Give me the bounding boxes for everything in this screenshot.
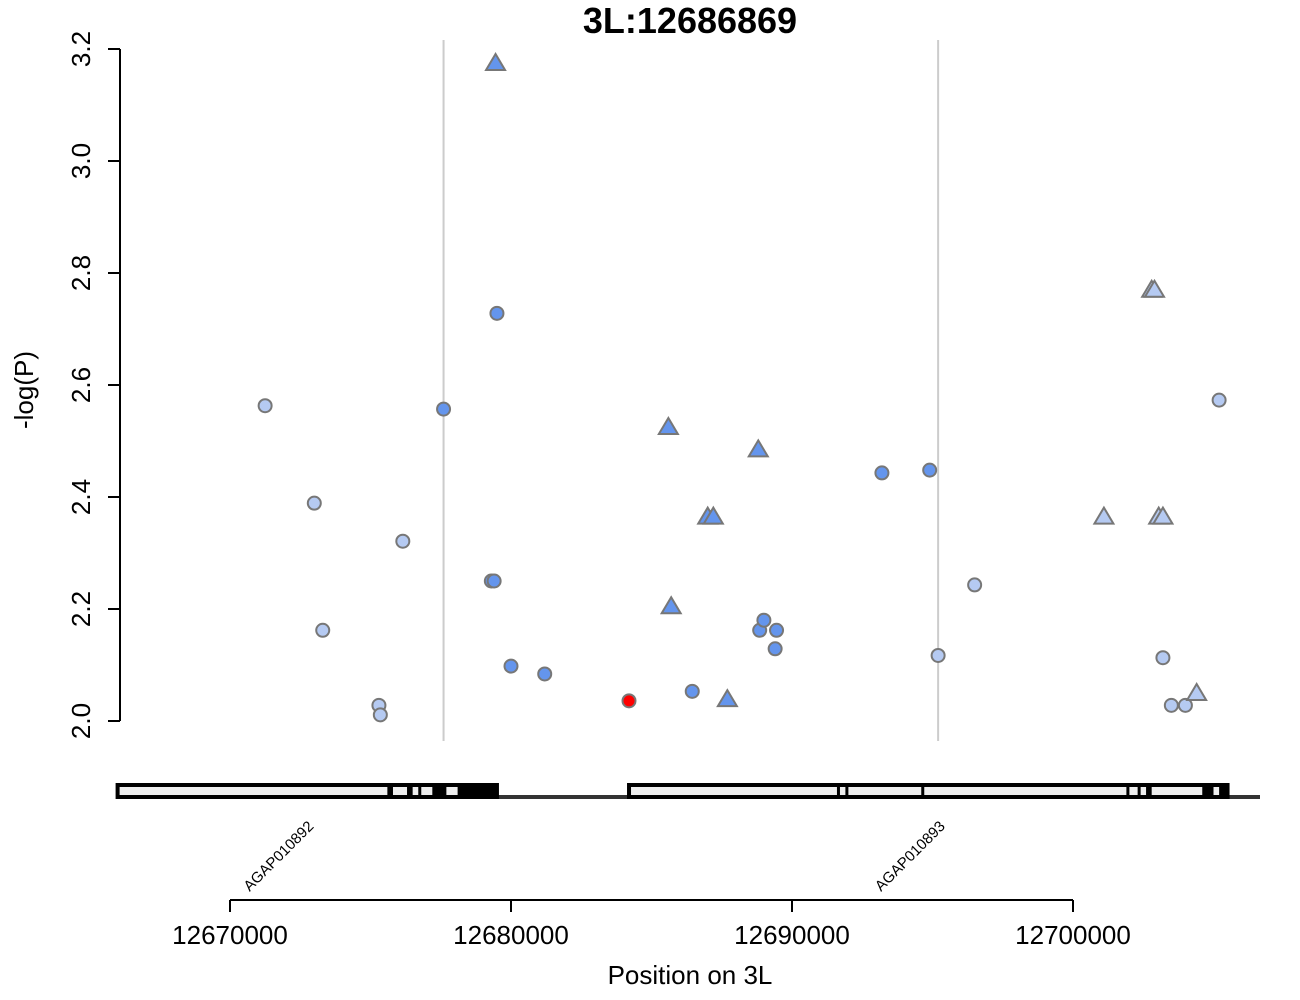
exon (1146, 783, 1152, 799)
y-tick-label: 2.8 (66, 255, 96, 291)
data-point-circle (489, 305, 505, 321)
x-axis-title: Position on 3L (608, 960, 773, 990)
exon (457, 783, 497, 799)
data-point-circle (767, 641, 783, 657)
data-point-circle (1177, 697, 1193, 713)
data-point-triangle (747, 438, 770, 458)
x-axis: 12670000 12680000 12690000 12700000 (172, 899, 1131, 950)
lead-snp-point (621, 693, 637, 709)
gene-label: AGAP010893 (872, 818, 949, 895)
y-tick-label: 2.0 (66, 703, 96, 739)
data-point-circle (503, 658, 519, 674)
exon (1219, 783, 1228, 799)
y-tick-label: 3.0 (66, 143, 96, 179)
exon (407, 783, 413, 799)
exon (836, 783, 840, 799)
data-point-circle (769, 622, 785, 638)
data-point-circle (1155, 650, 1171, 666)
data-point-circle (930, 647, 946, 663)
data-point-triangle (1143, 278, 1166, 298)
data-point-circle (967, 577, 983, 593)
data-point-circle (874, 465, 890, 481)
data-point-circle (684, 683, 700, 699)
x-tick-label: 12680000 (453, 920, 569, 950)
y-tick-label: 2.4 (66, 479, 96, 515)
y-axis-title: -log(P) (9, 351, 39, 429)
y-tick-label: 3.2 (66, 31, 96, 67)
data-point-circle (1211, 392, 1227, 408)
chart-title: 3L:12686869 (583, 0, 797, 41)
data-point-triangle (659, 595, 683, 615)
data-points (257, 52, 1227, 723)
y-tick-label: 2.2 (66, 591, 96, 627)
data-point-triangle (1151, 505, 1175, 525)
y-tick-label: 2.6 (66, 367, 96, 403)
data-point-circle (372, 707, 388, 723)
data-point-circle (257, 398, 273, 414)
data-point-circle (537, 666, 553, 682)
exon (921, 783, 925, 799)
gene-label: AGAP010892 (240, 818, 317, 895)
data-point-circle (922, 462, 938, 478)
data-point-circle (1163, 697, 1179, 713)
data-point-triangle (716, 688, 739, 708)
exon (418, 783, 422, 799)
data-point-circle (486, 573, 502, 589)
gene-track: AGAP010892 AGAP010893 (115, 783, 1260, 895)
gene-marker-lines (442, 40, 940, 741)
data-point-circle (395, 533, 411, 549)
exon (1202, 783, 1214, 799)
data-point-circle (315, 622, 331, 638)
data-point-triangle (1185, 682, 1208, 701)
data-point-circle (306, 495, 322, 511)
data-point-triangle (702, 505, 725, 525)
data-point-triangle (484, 52, 507, 71)
exon (845, 783, 849, 799)
x-tick-label: 12700000 (1015, 920, 1131, 950)
exon (432, 783, 447, 799)
data-point-triangle (657, 416, 680, 435)
x-tick-label: 12670000 (172, 920, 288, 950)
data-point-triangle (1092, 505, 1116, 525)
data-point-circle (756, 612, 772, 628)
y-axis: 2.0 2.2 2.4 2.6 2.8 3.0 3.2 (66, 31, 121, 739)
gene-body-AGAP010892 (115, 783, 499, 799)
exon (387, 783, 393, 799)
data-point-circle (436, 401, 452, 417)
x-tick-label: 12690000 (734, 920, 850, 950)
exon (1126, 783, 1130, 799)
exon (1137, 783, 1141, 799)
